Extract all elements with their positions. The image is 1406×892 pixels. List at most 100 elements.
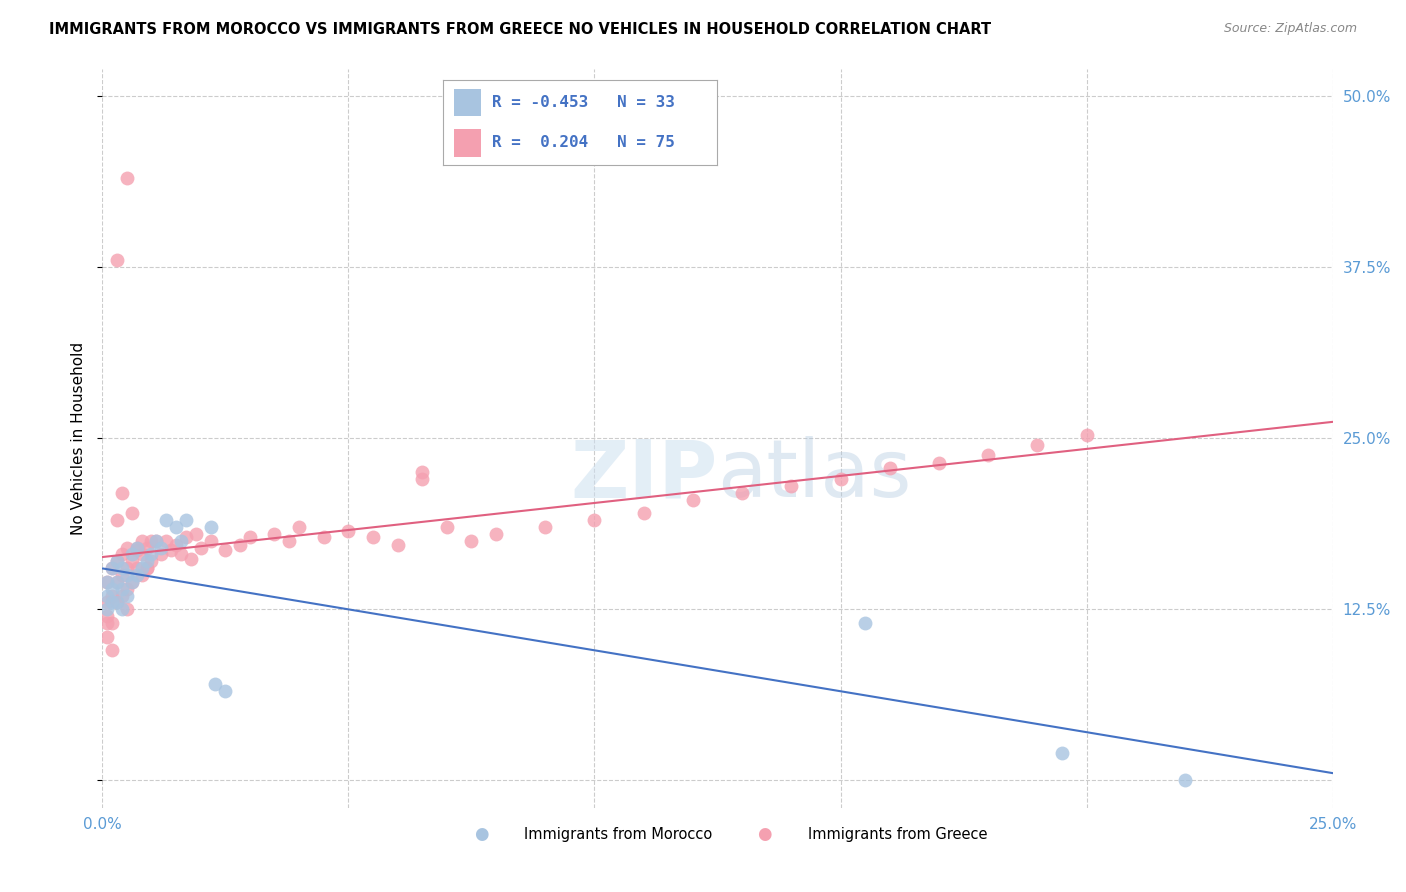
Point	[135, 554, 157, 568]
Point	[145, 533, 167, 548]
Point	[96, 574, 118, 589]
Point	[121, 554, 143, 568]
Point	[312, 530, 335, 544]
Point	[853, 615, 876, 630]
Point	[229, 538, 252, 552]
Point	[105, 574, 128, 589]
Point	[977, 448, 1000, 462]
Point	[460, 533, 482, 548]
Point	[879, 461, 901, 475]
Text: Source: ZipAtlas.com: Source: ZipAtlas.com	[1223, 22, 1357, 36]
Text: ●: ●	[756, 825, 772, 843]
Point	[131, 548, 153, 562]
Point	[105, 554, 128, 568]
Point	[682, 492, 704, 507]
Point	[1174, 773, 1197, 788]
Point	[1026, 438, 1049, 452]
Point	[131, 533, 153, 548]
Text: R =  0.204   N = 75: R = 0.204 N = 75	[492, 136, 675, 151]
Point	[190, 541, 212, 555]
Point	[96, 589, 118, 603]
Text: ●: ●	[474, 825, 488, 843]
Point	[121, 548, 143, 562]
Point	[830, 472, 852, 486]
Point	[105, 513, 128, 527]
Point	[135, 541, 157, 555]
Point	[96, 630, 118, 644]
Point	[180, 551, 202, 566]
Point	[135, 561, 157, 575]
Point	[288, 520, 311, 534]
Point	[150, 541, 173, 555]
Point	[121, 574, 143, 589]
Point	[165, 538, 187, 552]
Point	[155, 533, 177, 548]
Point	[111, 568, 134, 582]
Point	[111, 561, 134, 575]
Text: atlas: atlas	[717, 436, 912, 514]
Point	[115, 541, 138, 555]
Point	[633, 507, 655, 521]
Point	[184, 527, 207, 541]
Bar	[454, 89, 481, 116]
Point	[105, 595, 128, 609]
Point	[170, 533, 193, 548]
Point	[105, 574, 128, 589]
Point	[337, 524, 360, 538]
Point	[436, 520, 458, 534]
Point	[165, 520, 187, 534]
Point	[141, 554, 163, 568]
Point	[141, 533, 163, 548]
Point	[96, 602, 118, 616]
Point	[583, 513, 606, 527]
Point	[131, 568, 153, 582]
Point	[115, 582, 138, 596]
Point	[111, 602, 134, 616]
Text: R = -0.453   N = 33: R = -0.453 N = 33	[492, 95, 675, 110]
Point	[131, 561, 153, 575]
Point	[155, 513, 177, 527]
Point	[125, 561, 148, 575]
Point	[96, 574, 118, 589]
Point	[239, 530, 262, 544]
Point	[411, 472, 433, 486]
Point	[111, 582, 134, 596]
Point	[115, 602, 138, 616]
Point	[150, 548, 173, 562]
Y-axis label: No Vehicles in Household: No Vehicles in Household	[72, 342, 86, 534]
Point	[263, 527, 285, 541]
Point	[780, 479, 803, 493]
Point	[141, 548, 163, 562]
Point	[105, 595, 128, 609]
Point	[125, 543, 148, 558]
Point	[387, 538, 409, 552]
Point	[101, 595, 124, 609]
Point	[1076, 428, 1098, 442]
Point	[115, 589, 138, 603]
Text: Immigrants from Greece: Immigrants from Greece	[808, 827, 987, 841]
Point	[105, 554, 128, 568]
Text: Immigrants from Morocco: Immigrants from Morocco	[524, 827, 713, 841]
Point	[204, 677, 226, 691]
Point	[115, 561, 138, 575]
Point	[115, 171, 138, 186]
Point	[96, 615, 118, 630]
Point	[96, 609, 118, 624]
Point	[101, 561, 124, 575]
Point	[101, 615, 124, 630]
Point	[111, 589, 134, 603]
Point	[101, 561, 124, 575]
Point	[174, 530, 197, 544]
Point	[485, 527, 508, 541]
Point	[160, 543, 183, 558]
Point	[200, 520, 222, 534]
Point	[731, 486, 754, 500]
Point	[214, 684, 236, 698]
Point	[125, 541, 148, 555]
Point	[101, 643, 124, 657]
Point	[96, 595, 118, 609]
Point	[125, 541, 148, 555]
Point	[411, 466, 433, 480]
Point	[1050, 746, 1073, 760]
Point	[170, 548, 193, 562]
